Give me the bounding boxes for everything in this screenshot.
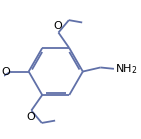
Text: O: O: [26, 112, 35, 122]
Text: NH$_2$: NH$_2$: [115, 62, 137, 76]
Text: O: O: [53, 21, 62, 31]
Text: O: O: [2, 67, 10, 77]
